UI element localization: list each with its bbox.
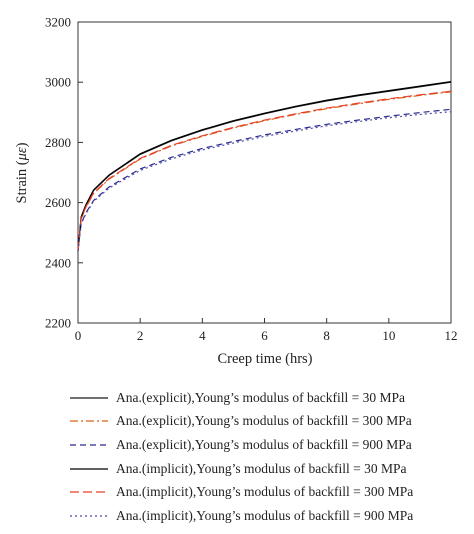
y-axis-label-close: ) xyxy=(14,142,30,147)
series-line-5 xyxy=(77,90,452,251)
y-tick-label: 2400 xyxy=(45,255,71,270)
legend-swatch xyxy=(70,420,108,422)
x-tick-label: 4 xyxy=(199,328,206,343)
x-tick-label: 0 xyxy=(75,328,82,343)
legend-item: Ana.(implicit),Young’s modulus of backfi… xyxy=(70,480,470,504)
series-lines xyxy=(77,81,452,251)
legend-swatch xyxy=(70,444,108,446)
legend-swatch xyxy=(70,467,108,470)
legend-item: Ana.(explicit),Young’s modulus of backfi… xyxy=(70,410,470,434)
x-tick-label: 12 xyxy=(445,328,458,343)
legend-label: Ana.(implicit),Young’s modulus of backfi… xyxy=(116,484,414,500)
legend-swatch xyxy=(70,397,108,399)
y-tick-label: 2600 xyxy=(45,195,71,210)
legend: Ana.(explicit),Young’s modulus of backfi… xyxy=(70,386,470,528)
legend-swatch xyxy=(70,515,108,517)
y-tick-label: 2200 xyxy=(45,316,71,331)
x-tick-label: 8 xyxy=(323,328,330,343)
y-axis-label: Strain (με) xyxy=(14,142,30,203)
y-tick-label: 3200 xyxy=(45,15,71,30)
legend-item: Ana.(explicit),Young’s modulus of backfi… xyxy=(70,386,470,410)
series-line-4 xyxy=(77,81,452,251)
y-axis-label-text: Strain ( xyxy=(14,160,30,203)
legend-label: Ana.(explicit),Young’s modulus of backfi… xyxy=(116,436,412,452)
series-line-1 xyxy=(77,81,452,251)
axes xyxy=(77,21,452,324)
plot-area: 0 2 4 6 8 10 12 2200 2400 2600 2800 3000 3200 Creep … xyxy=(14,15,458,368)
legend-label: Ana.(explicit),Young’s modulus of backfi… xyxy=(116,413,412,429)
x-tick-label: 6 xyxy=(261,328,268,343)
x-axis-label: Creep time (hrs) xyxy=(217,351,312,367)
x-tick-label: 2 xyxy=(137,328,144,343)
legend-label: Ana.(explicit),Young’s modulus of backfi… xyxy=(116,389,405,405)
tick-labels: 0 2 4 6 8 10 12 2200 2400 2600 2800 3000 3200 xyxy=(45,15,458,344)
y-axis-label-unit: με xyxy=(14,147,30,161)
legend-item: Ana.(implicit),Young’s modulus of backfi… xyxy=(70,457,470,481)
series-line-3 xyxy=(77,108,452,251)
legend-swatch xyxy=(70,491,108,493)
y-tick-label: 2800 xyxy=(45,135,71,150)
legend-item: Ana.(explicit),Young’s modulus of backfi… xyxy=(70,433,470,457)
series-line-6 xyxy=(77,111,452,251)
x-tick-label: 10 xyxy=(382,328,395,343)
legend-label: Ana.(implicit),Young’s modulus of backfi… xyxy=(116,507,414,523)
y-tick-label: 3000 xyxy=(45,75,71,90)
legend-label: Ana.(implicit),Young’s modulus of backfi… xyxy=(116,460,407,476)
legend-item: Ana.(implicit),Young’s modulus of backfi… xyxy=(70,504,470,528)
